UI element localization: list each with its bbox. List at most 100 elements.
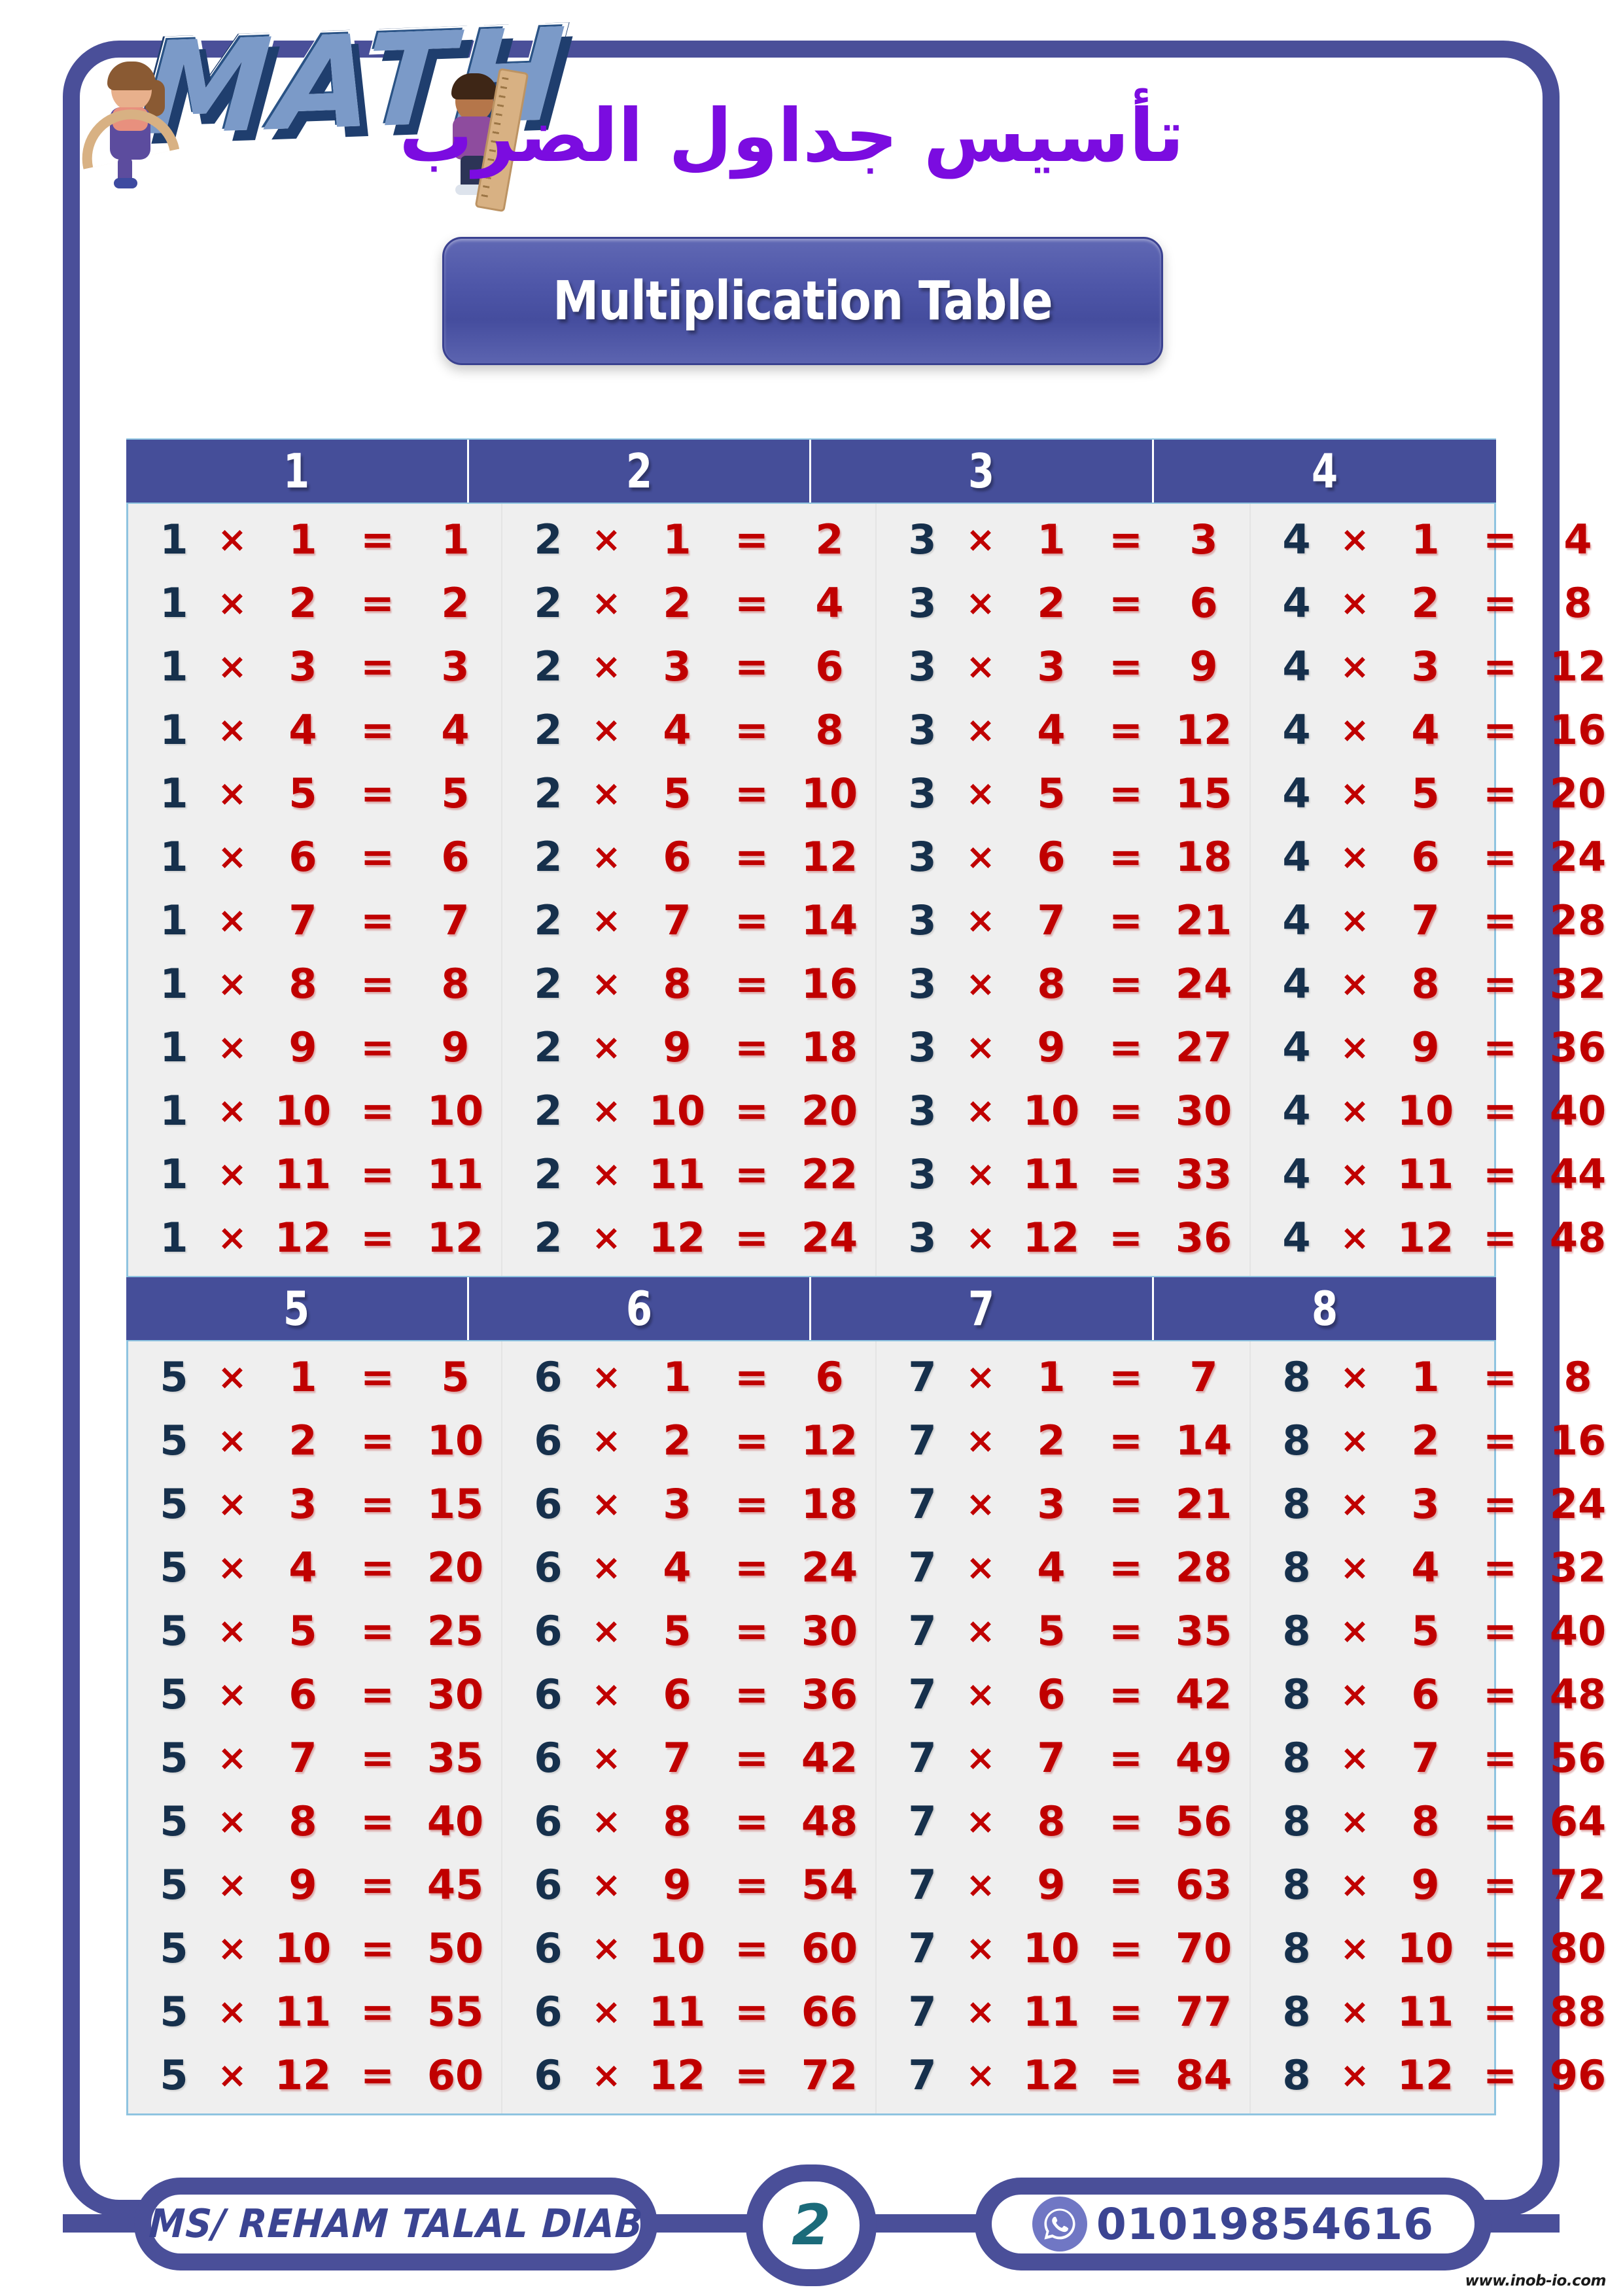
- multiplier: 11: [648, 1150, 706, 1198]
- times-symbol: ×: [217, 582, 247, 624]
- equals-symbol: =: [1109, 1353, 1143, 1401]
- product: 15: [1175, 769, 1232, 817]
- times-symbol: ×: [1340, 582, 1370, 624]
- multiplicand: 1: [160, 706, 188, 754]
- times-symbol: ×: [966, 519, 996, 560]
- equation-row: 5 × 6 = 30: [128, 1663, 501, 1726]
- table-block: 5 6 7 8 5 × 1 = 5 5 × 2 = 10 5 × 3 = 15 5 × 4 = 20 5 × 5 = 25 5 × 6 = 30 5…: [126, 1276, 1606, 2115]
- girl-hair: [107, 62, 156, 90]
- product: 5: [441, 769, 470, 817]
- table-header-label: 1: [283, 444, 310, 499]
- equals-symbol: =: [735, 1353, 769, 1401]
- phone-badge[interactable]: 01019854616: [975, 2178, 1492, 2270]
- equation-row: 7 × 12 = 84: [877, 2043, 1249, 2107]
- multiplicand: 7: [908, 1670, 937, 1718]
- multiplier: 12: [648, 1214, 706, 1262]
- banner-label: Multiplication Table: [553, 270, 1053, 332]
- multiplier: 10: [648, 1924, 706, 1972]
- equals-symbol: =: [360, 1150, 394, 1198]
- product: 12: [1175, 706, 1232, 754]
- times-symbol: ×: [1340, 1547, 1370, 1588]
- times-symbol: ×: [1340, 1610, 1370, 1651]
- equation-row: 4 × 1 = 4: [1251, 508, 1623, 571]
- equals-symbol: =: [360, 1670, 394, 1718]
- product: 24: [1549, 833, 1607, 881]
- multiplier: 1: [1411, 1353, 1440, 1401]
- equals-symbol: =: [360, 1861, 394, 1909]
- times-symbol: ×: [966, 646, 996, 687]
- times-symbol: ×: [591, 963, 621, 1004]
- table-header-label: 4: [1312, 444, 1338, 499]
- equals-symbol: =: [1483, 1670, 1517, 1718]
- equation-row: 3 × 9 = 27: [877, 1016, 1249, 1079]
- equals-symbol: =: [360, 896, 394, 944]
- equation-row: 5 × 5 = 25: [128, 1599, 501, 1663]
- multiplicand: 5: [160, 1480, 188, 1528]
- equals-symbol: =: [735, 1861, 769, 1909]
- product: 8: [815, 706, 844, 754]
- multiplicand: 6: [534, 2051, 563, 2099]
- times-symbol: ×: [966, 1154, 996, 1195]
- times-symbol: ×: [217, 709, 247, 751]
- multiplicand: 3: [908, 1214, 937, 1262]
- multiplicand: 6: [534, 1670, 563, 1718]
- equals-symbol: =: [735, 706, 769, 754]
- table-header-row: 1 2 3 4: [126, 438, 1496, 504]
- multiplier: 1: [288, 1353, 317, 1401]
- equals-symbol: =: [360, 769, 394, 817]
- equation-row: 4 × 3 = 12: [1251, 635, 1623, 698]
- multiplier: 11: [274, 1988, 332, 2036]
- product: 6: [815, 643, 844, 690]
- multiplicand: 4: [1282, 833, 1311, 881]
- multiplicand: 3: [908, 643, 937, 690]
- times-symbol: ×: [966, 582, 996, 624]
- product: 30: [1175, 1087, 1232, 1135]
- whatsapp-icon: [1032, 2197, 1087, 2252]
- equals-symbol: =: [360, 1924, 394, 1972]
- equation-row: 8 × 12 = 96: [1251, 2043, 1623, 2107]
- times-symbol: ×: [966, 1547, 996, 1588]
- equation-row: 7 × 8 = 56: [877, 1790, 1249, 1853]
- times-symbol: ×: [217, 1547, 247, 1588]
- equals-symbol: =: [1109, 1861, 1143, 1909]
- product: 24: [1549, 1480, 1607, 1528]
- multiplier: 7: [1411, 896, 1440, 944]
- multiplier: 5: [1411, 769, 1440, 817]
- page-footer: MS/ REHAM TALAL DIAB 2 01019854616 www.i…: [0, 2159, 1623, 2296]
- table-header-label: 8: [1312, 1281, 1338, 1336]
- times-symbol: ×: [217, 646, 247, 687]
- times-symbol: ×: [966, 1090, 996, 1131]
- equals-symbol: =: [1109, 643, 1143, 690]
- equation-row: 1 × 8 = 8: [128, 952, 501, 1016]
- times-symbol: ×: [966, 836, 996, 877]
- multiplier: 3: [663, 643, 691, 690]
- equals-symbol: =: [1483, 1924, 1517, 1972]
- multiplicand: 3: [908, 833, 937, 881]
- product: 55: [427, 1988, 484, 2036]
- multiplier: 7: [663, 1734, 691, 1782]
- equals-symbol: =: [1483, 1734, 1517, 1782]
- equation-row: 4 × 11 = 44: [1251, 1142, 1623, 1206]
- multiplicand: 6: [534, 1988, 563, 2036]
- equals-symbol: =: [1483, 1544, 1517, 1591]
- product: 21: [1175, 1480, 1232, 1528]
- equals-symbol: =: [1109, 1734, 1143, 1782]
- product: 70: [1175, 1924, 1232, 1972]
- multiplier: 11: [274, 1150, 332, 1198]
- equation-row: 8 × 5 = 40: [1251, 1599, 1623, 1663]
- table-header-row: 5 6 7 8: [126, 1276, 1496, 1341]
- multiplicand: 6: [534, 1607, 563, 1655]
- times-symbol: ×: [1340, 1420, 1370, 1461]
- equals-symbol: =: [1109, 1150, 1143, 1198]
- equation-row: 3 × 1 = 3: [877, 508, 1249, 571]
- equals-symbol: =: [1483, 1214, 1517, 1262]
- equals-symbol: =: [1109, 579, 1143, 627]
- multiplier: 12: [274, 1214, 332, 1262]
- product: 4: [815, 579, 844, 627]
- times-symbol: ×: [217, 1420, 247, 1461]
- product: 40: [427, 1797, 484, 1845]
- multiplier: 4: [1411, 1544, 1440, 1591]
- table-header-cell: 7: [811, 1277, 1154, 1340]
- equals-symbol: =: [735, 1607, 769, 1655]
- girl-shoe: [114, 178, 137, 188]
